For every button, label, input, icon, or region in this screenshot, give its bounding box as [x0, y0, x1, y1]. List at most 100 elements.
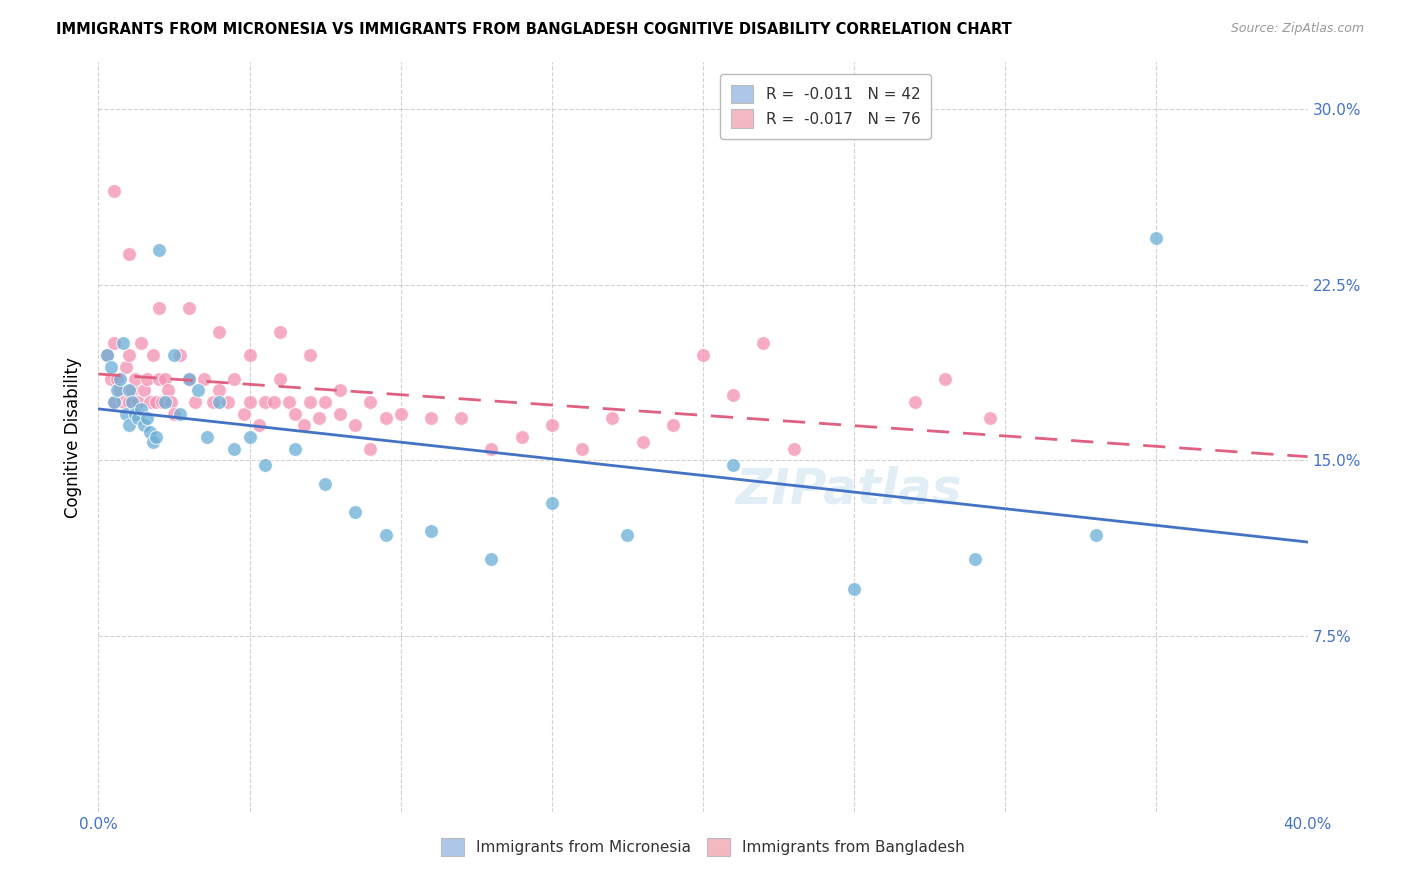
Point	[616, 528, 638, 542]
Point	[224, 371, 246, 385]
Point	[145, 395, 167, 409]
Point	[239, 395, 262, 409]
Point	[904, 395, 927, 409]
Point	[127, 395, 149, 409]
Point	[723, 458, 745, 473]
Point	[239, 430, 262, 444]
Point	[1085, 528, 1108, 542]
Text: Source: ZipAtlas.com: Source: ZipAtlas.com	[1230, 22, 1364, 36]
Y-axis label: Cognitive Disability: Cognitive Disability	[65, 357, 83, 517]
Point	[103, 395, 125, 409]
Point	[153, 395, 176, 409]
Point	[239, 348, 262, 362]
Point	[314, 476, 336, 491]
Point	[160, 395, 183, 409]
Point	[571, 442, 593, 456]
Point	[208, 384, 231, 398]
Point	[169, 407, 191, 421]
Point	[284, 442, 307, 456]
Point	[114, 359, 136, 374]
Point	[148, 301, 170, 316]
Point	[139, 395, 162, 409]
Point	[269, 371, 291, 385]
Point	[783, 442, 806, 456]
Point	[374, 411, 396, 425]
Point	[135, 371, 157, 385]
Point	[193, 371, 215, 385]
Point	[135, 411, 157, 425]
Point	[169, 348, 191, 362]
Point	[299, 395, 322, 409]
Point	[752, 336, 775, 351]
Point	[121, 395, 143, 409]
Point	[142, 348, 165, 362]
Point	[389, 407, 412, 421]
Point	[163, 407, 186, 421]
Text: ZIPatlas: ZIPatlas	[735, 466, 962, 514]
Point	[148, 371, 170, 385]
Point	[344, 505, 367, 519]
Point	[374, 528, 396, 542]
Point	[284, 407, 307, 421]
Legend: Immigrants from Micronesia, Immigrants from Bangladesh: Immigrants from Micronesia, Immigrants f…	[433, 830, 973, 864]
Point	[602, 411, 624, 425]
Point	[420, 411, 443, 425]
Point	[179, 371, 201, 385]
Point	[103, 184, 125, 198]
Point	[114, 407, 136, 421]
Point	[263, 395, 285, 409]
Point	[723, 388, 745, 402]
Point	[329, 407, 352, 421]
Point	[118, 247, 141, 261]
Point	[420, 524, 443, 538]
Point	[129, 336, 152, 351]
Point	[253, 395, 276, 409]
Point	[202, 395, 225, 409]
Point	[139, 425, 162, 440]
Point	[108, 371, 131, 385]
Point	[329, 384, 352, 398]
Point	[124, 407, 146, 421]
Point	[111, 336, 134, 351]
Point	[105, 371, 128, 385]
Point	[108, 384, 131, 398]
Point	[481, 442, 503, 456]
Point	[299, 348, 322, 362]
Point	[661, 418, 683, 433]
Point	[184, 395, 207, 409]
Point	[360, 442, 382, 456]
Point	[187, 384, 209, 398]
Point	[142, 434, 165, 449]
Point	[217, 395, 239, 409]
Point	[540, 495, 562, 509]
Point	[118, 384, 141, 398]
Point	[132, 418, 155, 433]
Point	[965, 551, 987, 566]
Point	[979, 411, 1001, 425]
Point	[103, 395, 125, 409]
Point	[145, 430, 167, 444]
Point	[450, 411, 472, 425]
Point	[118, 348, 141, 362]
Point	[195, 430, 218, 444]
Point	[124, 371, 146, 385]
Point	[844, 582, 866, 597]
Point	[308, 411, 330, 425]
Point	[96, 348, 118, 362]
Point	[150, 395, 173, 409]
Point	[269, 325, 291, 339]
Point	[253, 458, 276, 473]
Point	[179, 301, 201, 316]
Point	[631, 434, 654, 449]
Point	[118, 418, 141, 433]
Point	[153, 371, 176, 385]
Point	[540, 418, 562, 433]
Point	[277, 395, 299, 409]
Point	[105, 384, 128, 398]
Point	[292, 418, 315, 433]
Point	[179, 371, 201, 385]
Text: IMMIGRANTS FROM MICRONESIA VS IMMIGRANTS FROM BANGLADESH COGNITIVE DISABILITY CO: IMMIGRANTS FROM MICRONESIA VS IMMIGRANTS…	[56, 22, 1012, 37]
Point	[148, 243, 170, 257]
Point	[127, 411, 149, 425]
Point	[121, 384, 143, 398]
